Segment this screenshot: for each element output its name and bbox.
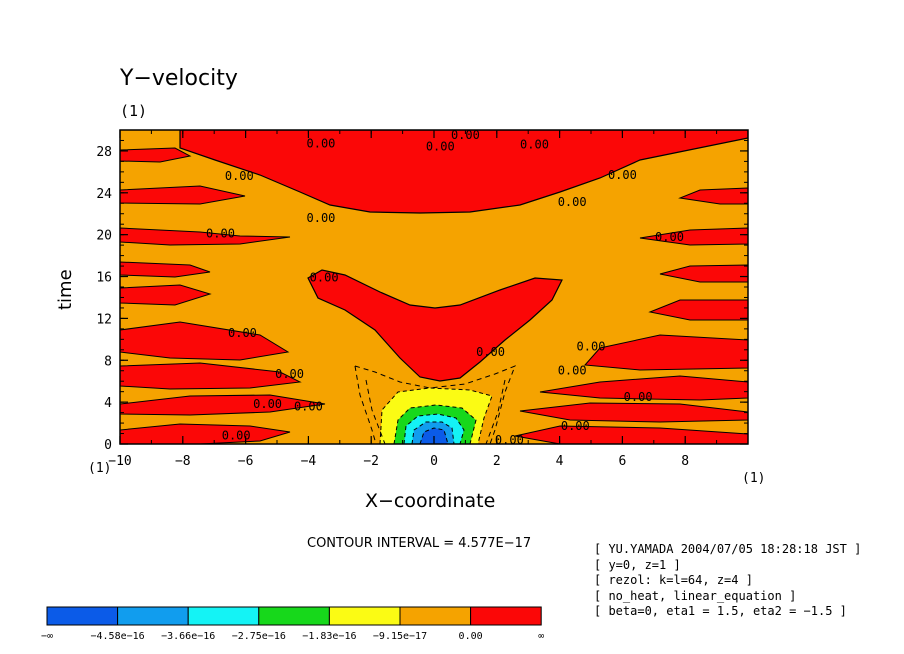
positive-region (307, 269, 563, 382)
positive-region (639, 227, 748, 246)
contour-label: 0.00 (558, 195, 587, 209)
legend-swatch (399, 606, 472, 626)
legend-level-label: ∞ (538, 631, 544, 642)
legend-swatch (187, 606, 260, 626)
y-tick-label: 12 (96, 312, 112, 327)
contour-label: 0.00 (222, 429, 251, 443)
contour-label: 0.00 (655, 230, 684, 244)
x-axis-unit-right: (1) (742, 471, 766, 486)
positive-region (514, 425, 748, 444)
chart-title: Y−velocity (120, 66, 238, 91)
contour-label: 0.00 (253, 397, 282, 411)
positive-region (659, 264, 748, 283)
positive-region (120, 261, 211, 278)
legend-level-label: −1.83e−16 (302, 631, 356, 642)
y-tick-label: 4 (104, 396, 112, 411)
y-tick-label: 16 (96, 271, 112, 286)
x-axis-unit-left: (1) (88, 461, 112, 476)
x-axis-label: X−coordinate (365, 490, 496, 512)
legend-level-label: −3.66e−16 (161, 631, 215, 642)
positive-region (120, 185, 246, 205)
contour-labels: 0.000.00 0.000.000.000.000.000.000.000.00… (206, 128, 684, 447)
negative-contour (485, 379, 506, 444)
contour-label: 0.00 (608, 168, 637, 182)
negative-contour (365, 379, 386, 444)
y-tick-label: 20 (96, 229, 112, 244)
contour-label: 0.00 (225, 169, 254, 183)
run-metadata: [ YU.YAMADA 2004/07/05 18:28:18 JST ] [ … (594, 542, 861, 620)
legend-swatch (470, 606, 542, 626)
positive-region (120, 321, 290, 361)
positive-region (120, 394, 326, 416)
contour-label: 0.00 (206, 227, 235, 241)
contour-label: 0.00 (476, 345, 505, 359)
positive-region (678, 187, 748, 205)
chart-subtitle: (1) (120, 102, 148, 120)
color-legend: −∞ −4.58e−16 −3.66e−16 −2.75e−16 −1.83e−16 −9… (41, 606, 544, 642)
meta-line: [ y=0, z=1 ] (594, 557, 681, 572)
positive-region (539, 375, 748, 401)
legend-swatch (258, 606, 330, 626)
y-tick-label: 8 (104, 354, 112, 369)
y-tick-label: 24 (96, 187, 112, 202)
meta-line: [ no_heat, linear_equation ] (594, 588, 797, 603)
x-tick-label: −8 (175, 454, 191, 469)
positive-region (120, 147, 192, 163)
legend-swatch (328, 606, 401, 626)
contour-label: 0.00 (275, 367, 304, 381)
x-tick-label: −2 (363, 454, 379, 469)
contour-label: 0.00 (451, 128, 480, 142)
positive-region (583, 334, 748, 371)
contour-label: 0.00 (307, 137, 336, 151)
contour-label: 0.00 (426, 140, 455, 154)
contour-fills (120, 130, 748, 444)
legend-level-label: −9.15e−17 (373, 631, 427, 642)
positive-region (120, 284, 212, 306)
legend-level-label: −4.58e−16 (91, 631, 145, 642)
x-tick-label: −4 (301, 454, 317, 469)
negative-contour (354, 365, 516, 444)
x-tick-label: 6 (618, 454, 626, 469)
legend-level-label: 0.00 (459, 631, 483, 642)
contour-label: 0.00 (310, 271, 339, 285)
x-tick-label: 4 (556, 454, 564, 469)
meta-line: [ YU.YAMADA 2004/07/05 18:28:18 JST ] (594, 542, 862, 556)
positive-region (120, 227, 291, 246)
positive-region (120, 423, 291, 444)
contour-label: 0.00 (495, 433, 524, 447)
contour-label: 0.00 (561, 419, 590, 433)
y-tick-label: 28 (96, 145, 112, 160)
contour-label: 0.00 (558, 364, 587, 378)
meta-line: [ beta=0, eta1 = 1.5, eta2 = −1.5 ] (594, 604, 847, 618)
x-tick-label: 8 (681, 454, 689, 469)
contour-label: 0.00 (520, 138, 549, 152)
contour-label: 0.00 (307, 211, 336, 225)
meta-line: [ rezol: k=l=64, z=4 ] (594, 573, 753, 587)
x-tick-label: −6 (238, 454, 254, 469)
positive-region (648, 299, 748, 321)
legend-level-label: −∞ (41, 631, 53, 642)
contour-label: 0.00 (294, 399, 323, 413)
contour-label: 0.00 (577, 340, 606, 354)
positive-region (179, 130, 748, 214)
legend-swatch (117, 606, 189, 626)
legend-swatch (46, 606, 119, 626)
positive-region (519, 402, 748, 423)
contour-interval: CONTOUR INTERVAL = 4.577E−17 (307, 536, 532, 551)
x-tick-label: −10 (108, 454, 131, 469)
positive-region (120, 362, 302, 390)
contour-label: 0.00 (624, 390, 653, 404)
negative-contour (354, 365, 377, 444)
contour-label: 0.00 (228, 326, 257, 340)
x-tick-label: 2 (493, 454, 501, 469)
x-tick-label: 0 (430, 454, 438, 469)
legend-level-label: −2.75e−16 (232, 631, 286, 642)
y-tick-label: 0 (104, 438, 112, 453)
